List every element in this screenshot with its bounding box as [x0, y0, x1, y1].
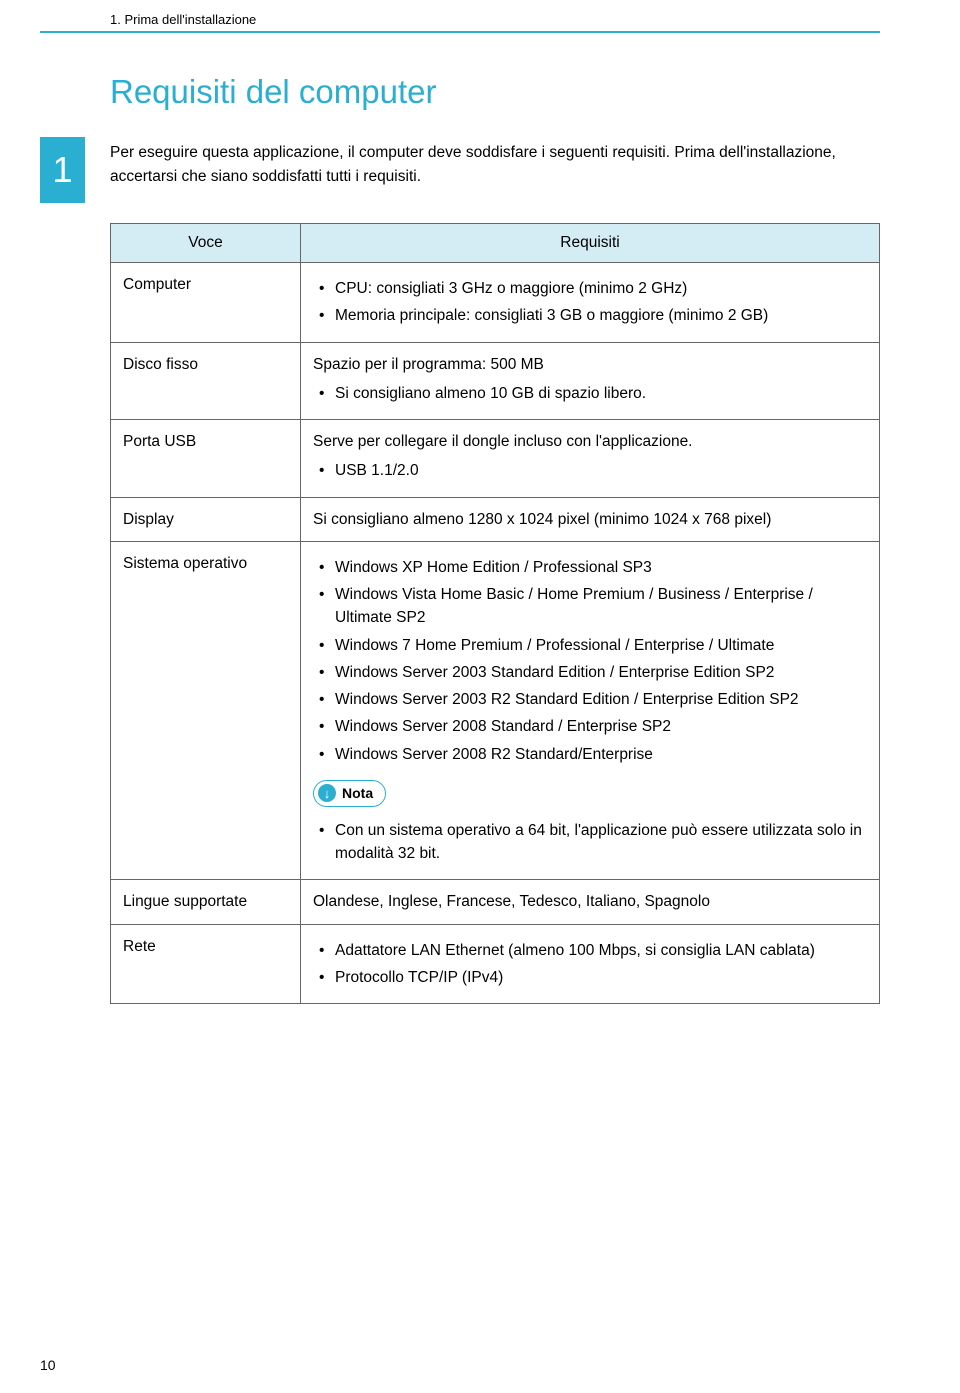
cell-content: Si consigliano almeno 1280 x 1024 pixel …: [301, 497, 880, 541]
cell-label: Rete: [111, 924, 301, 1004]
row-computer: Computer CPU: consigliati 3 GHz o maggio…: [111, 263, 880, 343]
row-sistema: Sistema operativo Windows XP Home Editio…: [111, 541, 880, 880]
list-item: Si consigliano almeno 10 GB di spazio li…: [313, 382, 867, 405]
cell-label: Computer: [111, 263, 301, 343]
cell-content: CPU: consigliati 3 GHz o maggiore (minim…: [301, 263, 880, 343]
list-item: Protocollo TCP/IP (IPv4): [313, 966, 867, 989]
intro-block: 1 Per eseguire questa applicazione, il c…: [40, 137, 880, 203]
th-requisiti: Requisiti: [301, 224, 880, 263]
cell-content: Adattatore LAN Ethernet (almeno 100 Mbps…: [301, 924, 880, 1004]
cell-label: Display: [111, 497, 301, 541]
list-item: Windows Vista Home Basic / Home Premium …: [313, 583, 867, 630]
row-lingue: Lingue supportate Olandese, Inglese, Fra…: [111, 880, 880, 924]
list-item: Windows 7 Home Premium / Professional / …: [313, 634, 867, 657]
th-voce: Voce: [111, 224, 301, 263]
row-porta: Porta USB Serve per collegare il dongle …: [111, 420, 880, 498]
row-display: Display Si consigliano almeno 1280 x 102…: [111, 497, 880, 541]
requirements-table: Voce Requisiti Computer CPU: consigliati…: [110, 223, 880, 1004]
cell-lead: Spazio per il programma: 500 MB: [313, 353, 867, 376]
section-header: 1. Prima dell'installazione: [40, 0, 880, 33]
list-item: Windows Server 2003 Standard Edition / E…: [313, 661, 867, 684]
page: 1. Prima dell'installazione Requisiti de…: [0, 0, 960, 1393]
chapter-number-badge: 1: [40, 137, 85, 203]
list-item: Windows Server 2003 R2 Standard Edition …: [313, 688, 867, 711]
cell-label: Disco fisso: [111, 342, 301, 420]
cell-content: Serve per collegare il dongle incluso co…: [301, 420, 880, 498]
cell-label: Porta USB: [111, 420, 301, 498]
list-item: CPU: consigliati 3 GHz o maggiore (minim…: [313, 277, 867, 300]
page-number: 10: [40, 1357, 56, 1373]
list-item: Windows Server 2008 Standard / Enterpris…: [313, 715, 867, 738]
cell-content: Olandese, Inglese, Francese, Tedesco, It…: [301, 880, 880, 924]
list-item: Windows Server 2008 R2 Standard/Enterpri…: [313, 743, 867, 766]
list-item: Con un sistema operativo a 64 bit, l'app…: [313, 819, 867, 866]
cell-content: Windows XP Home Edition / Professional S…: [301, 541, 880, 880]
intro-text: Per eseguire questa applicazione, il com…: [110, 137, 880, 189]
arrow-down-icon: ↓: [318, 784, 336, 802]
list-item: Memoria principale: consigliati 3 GB o m…: [313, 304, 867, 327]
row-disco: Disco fisso Spazio per il programma: 500…: [111, 342, 880, 420]
row-rete: Rete Adattatore LAN Ethernet (almeno 100…: [111, 924, 880, 1004]
page-title: Requisiti del computer: [110, 73, 880, 111]
cell-label: Lingue supportate: [111, 880, 301, 924]
list-item: Windows XP Home Edition / Professional S…: [313, 556, 867, 579]
list-item: USB 1.1/2.0: [313, 459, 867, 482]
list-item: Adattatore LAN Ethernet (almeno 100 Mbps…: [313, 939, 867, 962]
nota-badge: ↓ Nota: [313, 780, 386, 807]
cell-label: Sistema operativo: [111, 541, 301, 880]
cell-lead: Serve per collegare il dongle incluso co…: [313, 430, 867, 453]
nota-label: Nota: [342, 783, 373, 804]
cell-content: Spazio per il programma: 500 MB Si consi…: [301, 342, 880, 420]
